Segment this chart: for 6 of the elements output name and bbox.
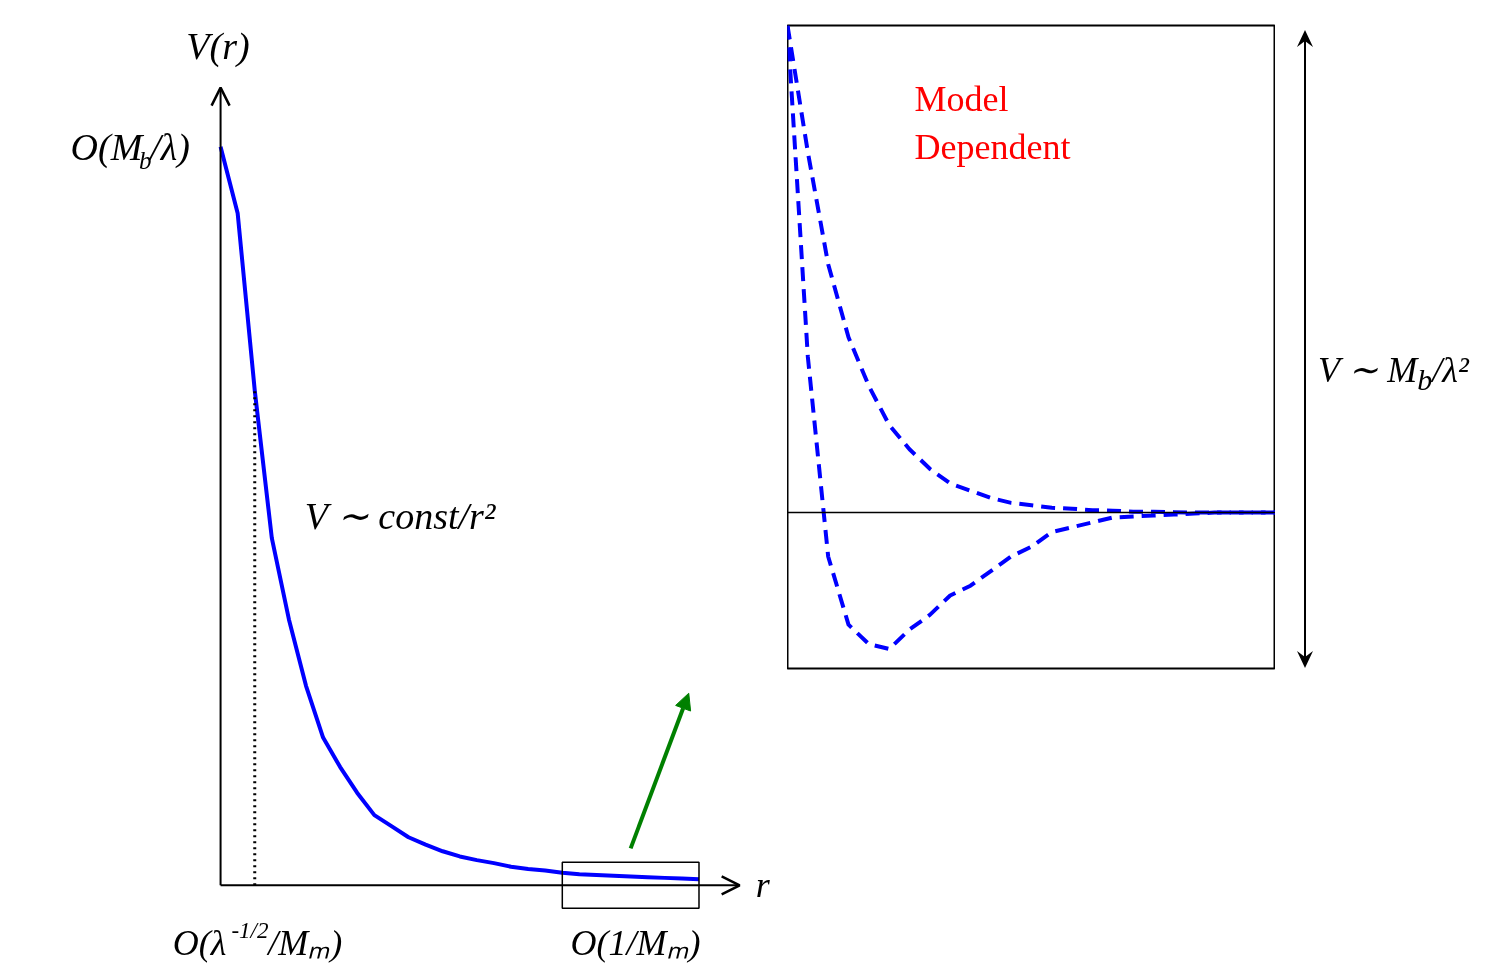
x-axis-title: r [755, 865, 771, 906]
y-axis-title: V(r) [186, 24, 250, 68]
annotation: Model Dependent [914, 78, 1071, 167]
annotation: V ∼ const/r² [304, 495, 496, 537]
text: O(1/Mₘ) [570, 923, 701, 964]
text: V ∼ M$_{b}$/λ² [1318, 349, 1469, 399]
